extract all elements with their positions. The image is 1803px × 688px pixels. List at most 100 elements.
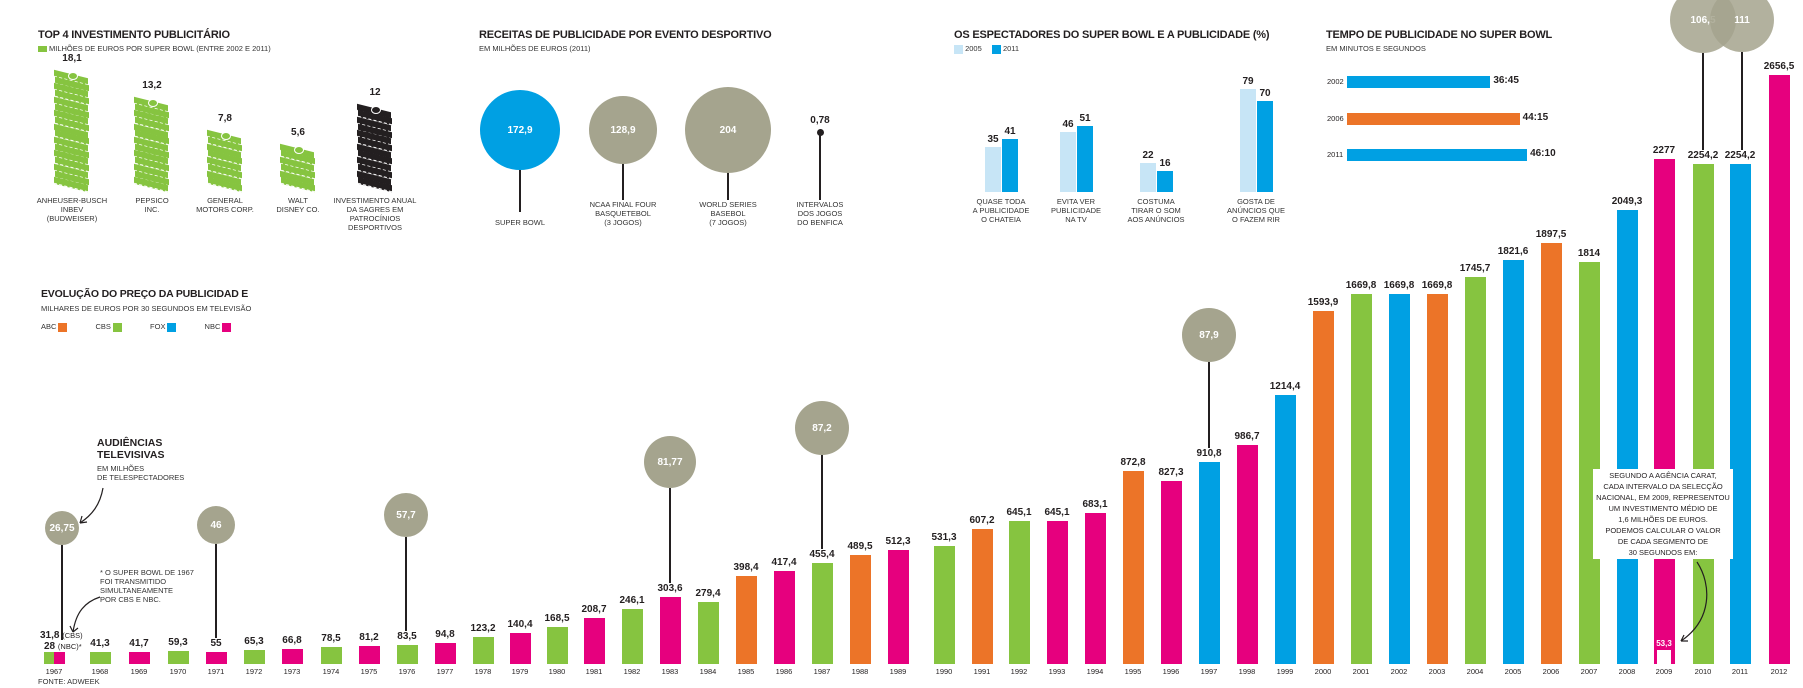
group-label: COSTUMA TIRAR O SOM AOS ANÚNCIOS — [1127, 197, 1185, 224]
audience-arrow-icon — [79, 487, 104, 524]
price-bar — [1198, 462, 1220, 664]
price-bar — [243, 649, 265, 664]
price-value: 1669,8 — [1345, 279, 1377, 291]
price-bar — [281, 649, 303, 664]
bar-2011 — [1257, 101, 1273, 192]
legend-fox: FOX — [150, 322, 177, 332]
money-stack-label: ANHEUSER-BUSCH INBEV (BUDWEISER) — [36, 196, 108, 223]
price-bar — [1426, 293, 1448, 664]
group-label: EVITA VER PUBLICIDADE NA TV — [1050, 197, 1101, 224]
price-bar — [1236, 445, 1258, 664]
money-stack-label: INVESTIMENTO ANUAL DA SAGRES EM PATROCÍNIO… — [333, 196, 417, 232]
price-value: 1214,4 — [1269, 380, 1301, 392]
price-bar — [933, 546, 955, 664]
bar-2005 — [1240, 89, 1256, 192]
price-value: 2277 — [1652, 145, 1676, 157]
audience-stem — [405, 537, 407, 632]
bar-2011 — [1157, 171, 1173, 192]
legend-cbs: CBS — [96, 322, 122, 332]
year-tick: 1972 — [245, 667, 263, 676]
audience-stem — [1208, 362, 1210, 449]
audience-stem — [1702, 53, 1704, 151]
bubble-value: 0,78 — [810, 115, 830, 126]
legend-abc: ABC — [41, 322, 68, 332]
audience-stem — [669, 488, 671, 583]
price-bar — [509, 632, 531, 664]
year-label: 2002 — [1327, 77, 1344, 86]
bubble-label: WORLD SERIES BASEBOL (7 JOGOS) — [699, 200, 757, 227]
price-value: 66,8 — [282, 635, 302, 647]
price-value: 1593,9 — [1307, 296, 1339, 308]
price-value: 123,2 — [470, 622, 496, 634]
dot-marker — [817, 129, 824, 136]
price-value: 83,5 — [397, 631, 417, 643]
price-bar — [849, 555, 871, 664]
bar-2005 — [1060, 132, 1076, 192]
year-tick: 1995 — [1124, 667, 1142, 676]
price-bar — [659, 596, 681, 664]
money-stack-icon — [54, 69, 90, 193]
year-tick: 2006 — [1542, 667, 1560, 676]
bar-value: 46 — [1062, 119, 1074, 131]
year-tick: 1982 — [623, 667, 641, 676]
tempo-subtitle: EM MINUTOS E SEGUNDOS — [1326, 44, 1426, 53]
bubble-label: NCAA FINAL FOUR BASQUETEBOL (3 JOGOS) — [589, 200, 657, 227]
price-value: 1669,8 — [1383, 279, 1415, 291]
note-arrow-icon — [69, 596, 101, 633]
year-tick: 2003 — [1428, 667, 1446, 676]
price-value-1967-cbs: 31,8 (CBS) — [40, 630, 83, 641]
price-bar-nbc — [54, 652, 65, 664]
price-value: 94,8 — [435, 628, 455, 640]
price-value: 417,4 — [771, 557, 797, 569]
audience-bubble: 87,2 — [795, 401, 849, 455]
year-tick: 1981 — [585, 667, 603, 676]
money-stack-icon — [207, 130, 243, 193]
carat-arrow-icon — [1680, 561, 1708, 642]
price-value: 2049,3 — [1611, 195, 1643, 207]
year-tick: 1979 — [511, 667, 529, 676]
top4-subtitle: MILHÕES DE EUROS POR SUPER BOWL (ENTRE 2… — [38, 44, 271, 53]
year-tick: 2011 — [1731, 667, 1749, 676]
year-tick: 1992 — [1010, 667, 1028, 676]
price-value: 645,1 — [1044, 506, 1070, 518]
price-bar — [735, 575, 757, 664]
bubble-stem — [519, 130, 521, 212]
year-tick: 1986 — [775, 667, 793, 676]
price-bar-cbs — [43, 652, 54, 664]
price-bar — [1540, 243, 1562, 664]
carat-note: SEGUNDO A AGÊNCIA CARAT, CADA INTERVALO D… — [1589, 469, 1737, 560]
price-value: 531,3 — [931, 532, 957, 544]
price-bar — [89, 652, 111, 664]
year-tick: 1967 — [45, 667, 63, 676]
price-bar — [1502, 260, 1524, 664]
money-stack-label: WALT DISNEY CO. — [276, 196, 320, 214]
year-tick: 1976 — [398, 667, 416, 676]
bar-value: 16 — [1159, 158, 1171, 170]
price-bar — [434, 642, 456, 664]
year-tick: 1990 — [935, 667, 953, 676]
audience-title: AUDIÊNCIAS TELEVISIVAS — [97, 437, 165, 461]
year-tick: 1989 — [889, 667, 907, 676]
year-tick: 2002 — [1390, 667, 1408, 676]
revenue-bubble: 128,9 — [589, 96, 657, 164]
price-value: 512,3 — [885, 536, 911, 548]
year-tick: 2009 — [1655, 667, 1673, 676]
price-bar — [1729, 164, 1751, 664]
legend-swatch-2011 — [991, 44, 1001, 54]
year-tick: 2001 — [1352, 667, 1370, 676]
price-value: 872,8 — [1120, 456, 1146, 468]
audience-bubble: 111 — [1710, 0, 1774, 52]
bar-2011 — [1077, 125, 1093, 192]
audience-stem — [1741, 52, 1743, 151]
price-value: 208,7 — [581, 603, 607, 615]
year-tick: 1996 — [1162, 667, 1180, 676]
year-tick: 1994 — [1086, 667, 1104, 676]
year-tick: 1987 — [813, 667, 831, 676]
year-tick: 1999 — [1276, 667, 1294, 676]
price-bar — [887, 550, 909, 664]
price-value: 607,2 — [969, 515, 995, 527]
price-value: 168,5 — [544, 612, 570, 624]
price-value: 398,4 — [733, 561, 759, 573]
bar-value: 35 — [987, 133, 999, 145]
